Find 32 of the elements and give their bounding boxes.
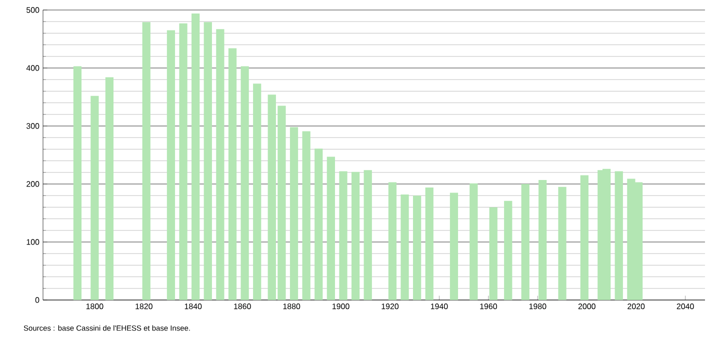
bar [504, 200, 512, 300]
bar [450, 192, 458, 300]
bar [388, 182, 397, 300]
bar [204, 22, 212, 300]
bar [253, 84, 262, 300]
bar [216, 29, 224, 300]
bar [192, 13, 200, 300]
bar [142, 22, 150, 300]
bar [240, 66, 249, 300]
bar [425, 187, 434, 300]
bar [351, 172, 360, 300]
bar [614, 171, 623, 300]
bar [580, 175, 588, 300]
bar [538, 180, 547, 300]
bar [73, 66, 82, 300]
bar [105, 77, 114, 300]
bar [326, 156, 335, 300]
bar [290, 127, 298, 300]
bar [558, 186, 566, 300]
bar [228, 48, 237, 300]
bar [302, 131, 310, 300]
bar [400, 194, 409, 300]
bar [90, 96, 99, 300]
bar [166, 30, 176, 300]
bar [521, 184, 530, 300]
bar [489, 207, 498, 300]
bar [339, 171, 348, 300]
bar [314, 148, 323, 300]
bar [179, 23, 188, 300]
bar [413, 196, 422, 300]
bar [470, 183, 478, 300]
bar [364, 170, 372, 300]
